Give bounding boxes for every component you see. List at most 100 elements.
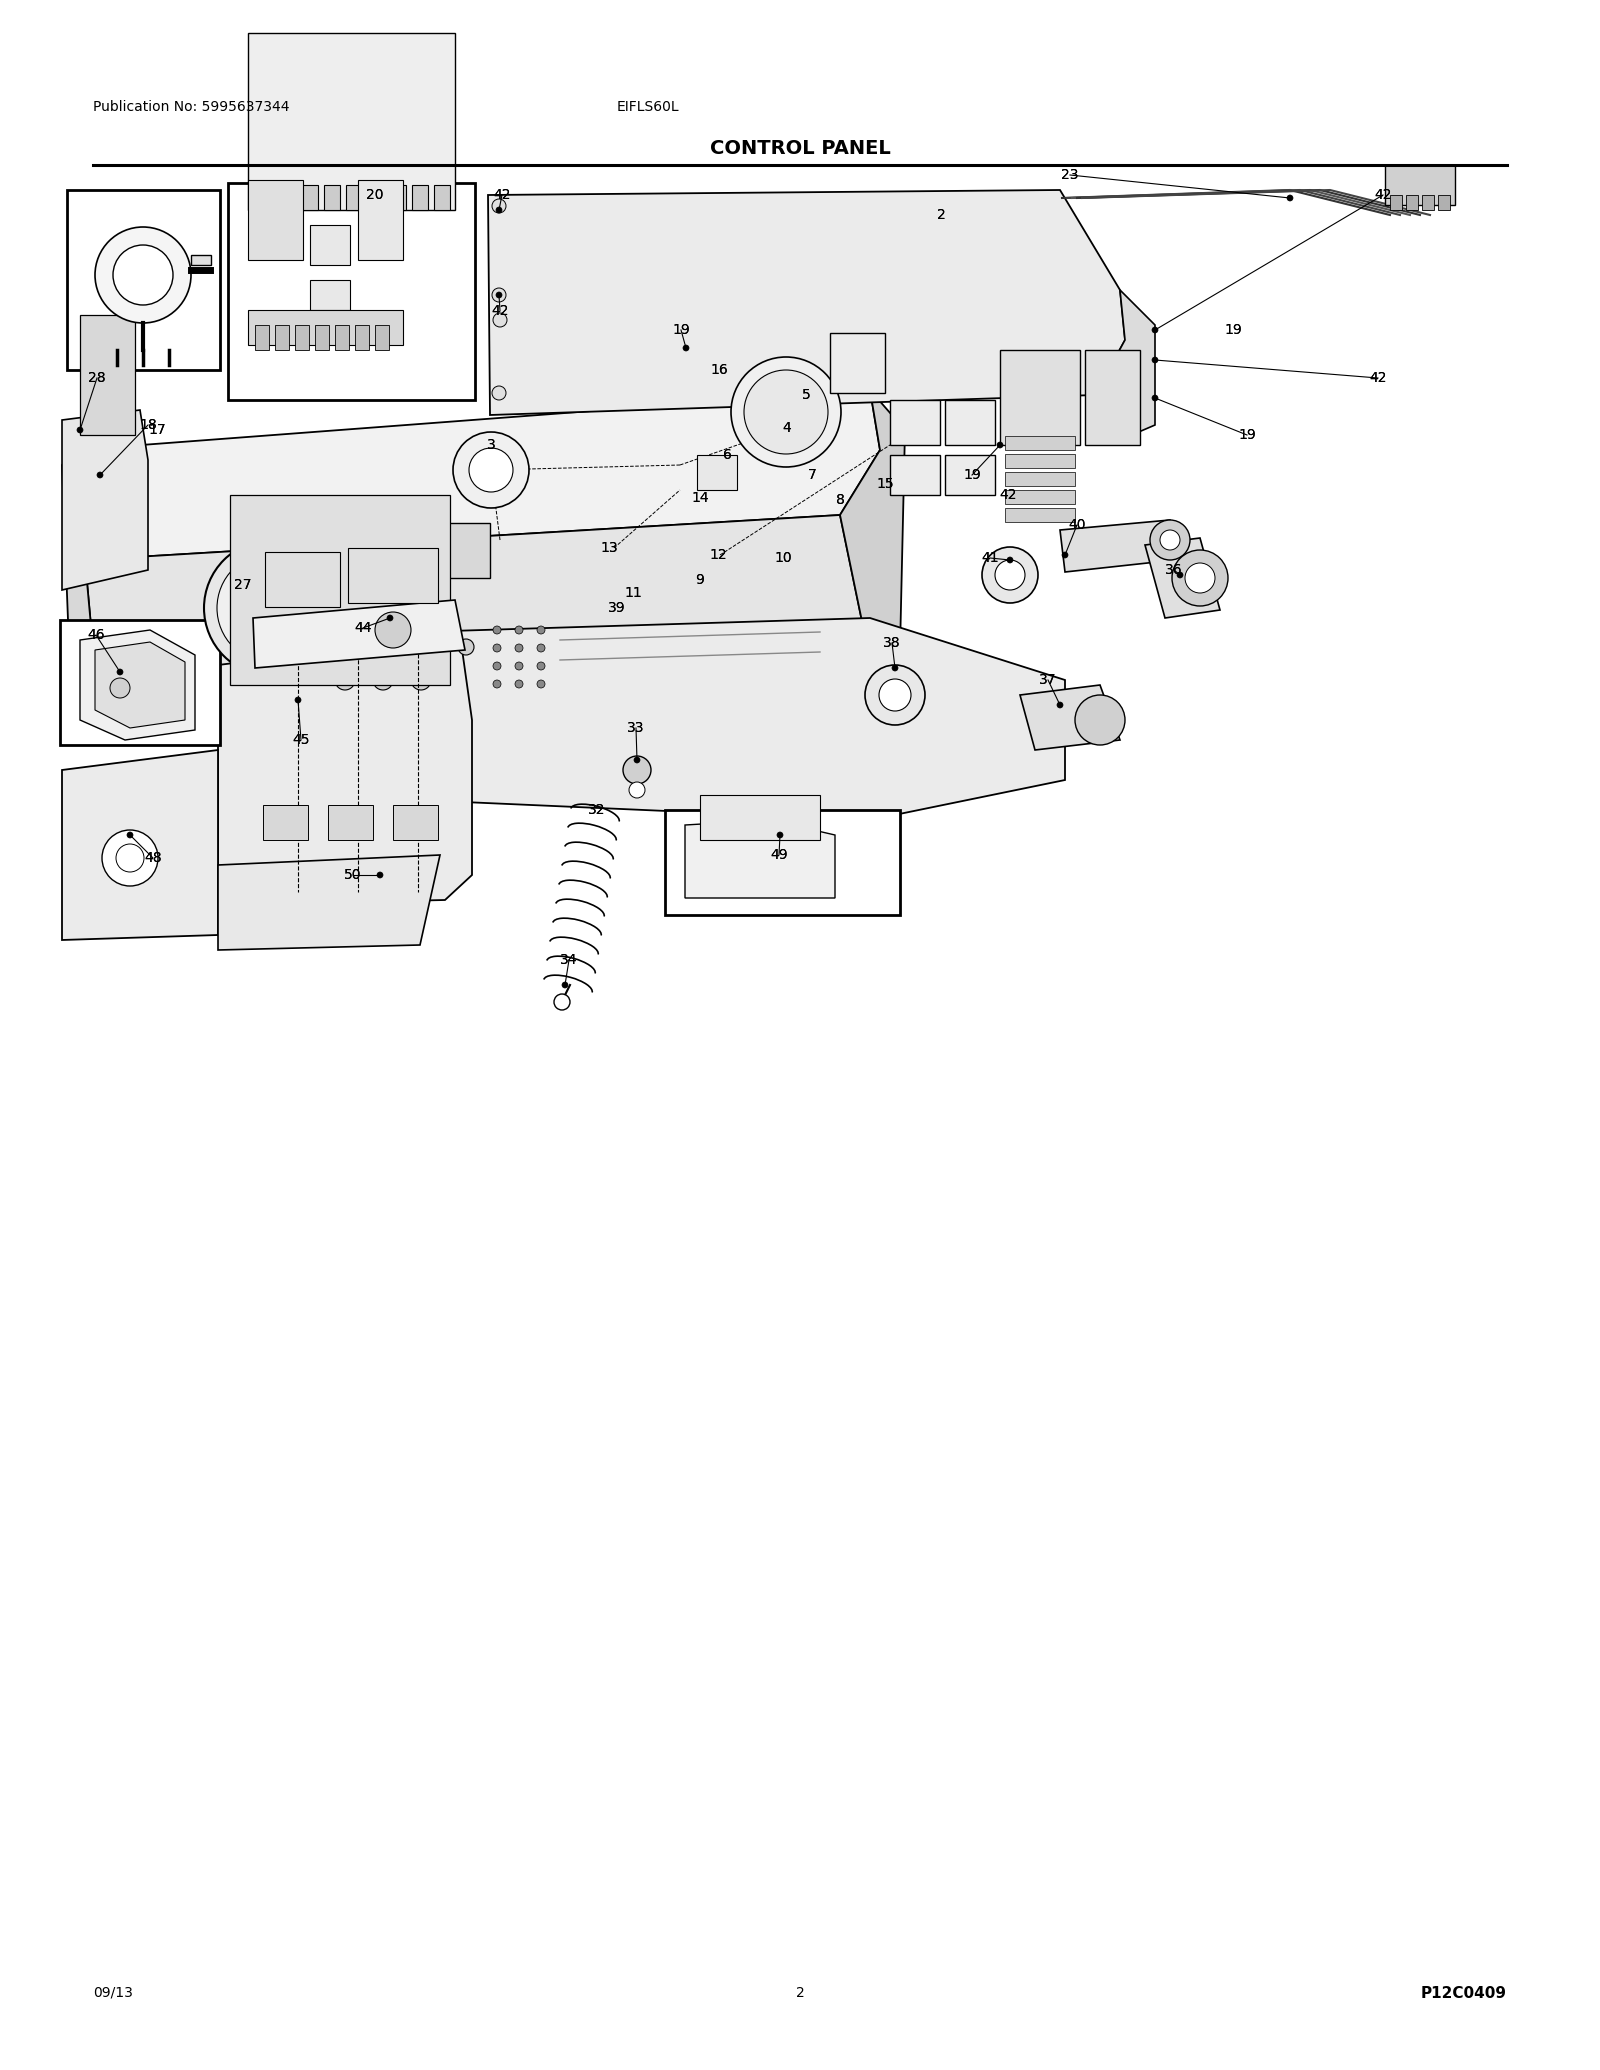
Bar (229, 182, 475, 400)
Text: 19: 19 (672, 323, 690, 337)
Text: 42: 42 (1000, 489, 1016, 503)
Text: 23: 23 (1061, 168, 1078, 182)
Text: 19: 19 (963, 468, 981, 482)
Text: 2: 2 (938, 207, 946, 221)
Text: 4: 4 (782, 420, 792, 435)
Text: 49: 49 (770, 849, 787, 861)
Text: 3: 3 (486, 439, 496, 451)
Polygon shape (253, 600, 466, 669)
Circle shape (493, 288, 506, 302)
Text: 18: 18 (139, 418, 157, 433)
Text: 20: 20 (366, 188, 384, 203)
Bar (258, 184, 274, 209)
Text: 17: 17 (149, 422, 166, 437)
Text: 50: 50 (344, 867, 362, 882)
Circle shape (110, 679, 130, 698)
Text: 12: 12 (709, 549, 726, 561)
Text: 28: 28 (88, 371, 106, 385)
Text: 6: 6 (723, 447, 731, 462)
Bar (248, 310, 403, 346)
Circle shape (426, 640, 442, 654)
Polygon shape (85, 515, 870, 724)
Text: 11: 11 (624, 586, 642, 600)
Text: 5: 5 (802, 387, 810, 402)
Bar (1386, 166, 1454, 205)
Circle shape (538, 662, 546, 671)
Text: 38: 38 (883, 635, 901, 650)
Polygon shape (1146, 538, 1221, 619)
Text: 19: 19 (1238, 428, 1256, 443)
Text: 8: 8 (835, 493, 845, 507)
Text: 27: 27 (234, 578, 251, 592)
Bar (67, 190, 221, 371)
Text: 19: 19 (963, 468, 981, 482)
Text: 42: 42 (491, 304, 509, 319)
Text: 5: 5 (802, 387, 810, 402)
Bar (1422, 195, 1434, 209)
Circle shape (493, 625, 501, 633)
Text: 42: 42 (491, 304, 509, 319)
Text: 14: 14 (691, 491, 709, 505)
Bar (666, 809, 899, 915)
Polygon shape (62, 749, 218, 940)
Text: 23: 23 (1061, 168, 1078, 182)
Text: 17: 17 (149, 422, 166, 437)
Circle shape (538, 625, 546, 633)
Text: 32: 32 (589, 803, 606, 818)
Text: 18: 18 (139, 418, 157, 433)
Bar (1005, 453, 1075, 468)
Circle shape (1160, 530, 1181, 551)
Circle shape (515, 644, 523, 652)
Circle shape (1152, 327, 1158, 333)
Circle shape (115, 845, 144, 871)
Text: 48: 48 (144, 851, 162, 865)
Text: 42: 42 (493, 188, 510, 203)
Circle shape (1062, 553, 1069, 559)
Bar (1085, 350, 1139, 445)
Circle shape (1058, 702, 1062, 708)
Text: 13: 13 (600, 540, 618, 555)
Bar (266, 553, 339, 607)
Circle shape (493, 662, 501, 671)
Text: 42: 42 (1374, 188, 1392, 203)
Circle shape (554, 994, 570, 1010)
Circle shape (629, 782, 645, 799)
Circle shape (515, 625, 523, 633)
Circle shape (562, 981, 568, 987)
Circle shape (1171, 551, 1229, 607)
Text: P12C0409: P12C0409 (1421, 1985, 1507, 2000)
Bar (61, 621, 221, 745)
Text: 48: 48 (144, 851, 162, 865)
Text: 9: 9 (696, 573, 704, 588)
Text: 42: 42 (1000, 489, 1016, 503)
Circle shape (373, 671, 394, 689)
Circle shape (493, 199, 506, 213)
Text: 7: 7 (808, 468, 816, 482)
Circle shape (1150, 520, 1190, 561)
Circle shape (515, 662, 523, 671)
Bar (346, 184, 362, 209)
Polygon shape (1021, 685, 1120, 749)
Circle shape (77, 426, 83, 433)
Bar (701, 795, 819, 840)
Text: 36: 36 (1165, 563, 1182, 578)
Bar (390, 184, 406, 209)
Text: 7: 7 (808, 468, 816, 482)
Bar (254, 325, 269, 350)
Text: 39: 39 (608, 600, 626, 615)
Bar (310, 226, 350, 265)
Circle shape (997, 443, 1003, 447)
Circle shape (878, 679, 910, 710)
Text: 42: 42 (1374, 188, 1392, 203)
Text: 15: 15 (877, 476, 894, 491)
Circle shape (493, 644, 501, 652)
Bar (80, 315, 134, 435)
Bar (1438, 195, 1450, 209)
Text: Publication No: 5995637344: Publication No: 5995637344 (93, 99, 290, 114)
Circle shape (778, 832, 782, 838)
Bar (230, 495, 450, 685)
Text: 2: 2 (938, 207, 946, 221)
Bar (315, 325, 330, 350)
Bar (946, 400, 995, 445)
Bar (1005, 472, 1075, 486)
